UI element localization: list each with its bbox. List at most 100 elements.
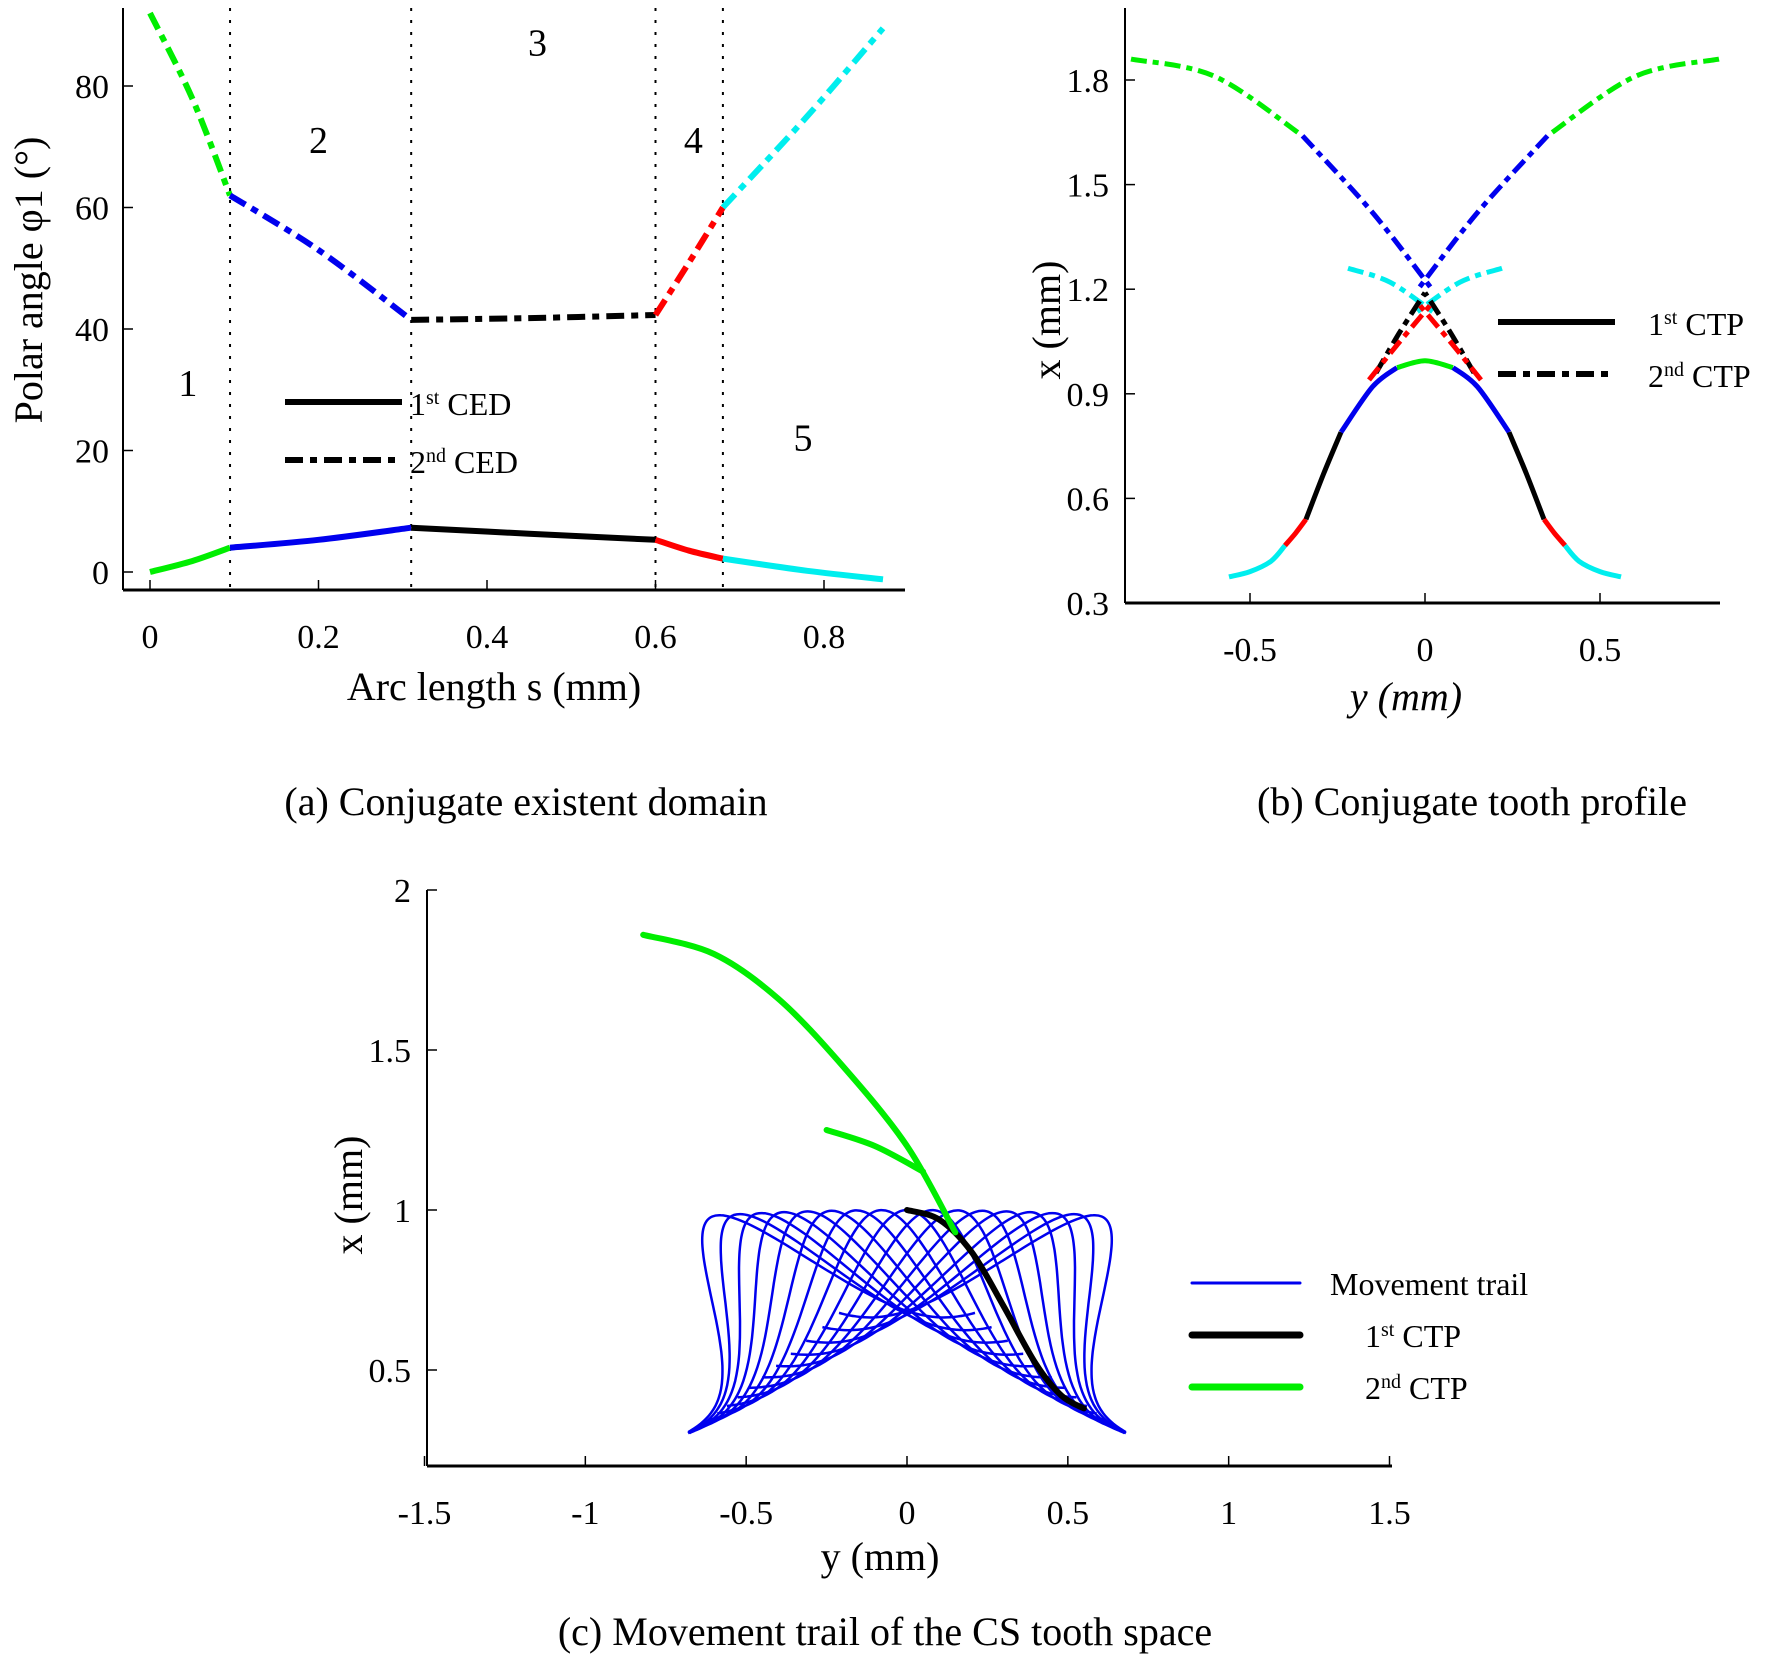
series-line <box>1283 517 1309 548</box>
series-line <box>720 26 886 210</box>
y-tick-label: 1 <box>394 1193 411 1230</box>
series-line <box>1422 291 1477 375</box>
x-tick-label: 0 <box>1417 632 1434 669</box>
trail-line <box>691 1210 1024 1433</box>
chart-movement-trail: -1.5 -1 -0.5 0 0.5 1 1.5 0.5 1 1.5 2 Movement trai… <box>326 873 1528 1654</box>
series-line <box>722 555 884 583</box>
series-line <box>1542 517 1567 548</box>
y-axis-label: Polar angle φ1 (°) <box>6 137 51 424</box>
legend-label: 2nd CTP <box>1365 1370 1468 1406</box>
y-axis-label: x (mm) <box>326 1136 371 1255</box>
y-tick-label: 1.8 <box>1067 63 1110 100</box>
legend: Movement trail 1st CTP 2nd CTP <box>1188 1266 1528 1406</box>
legend: 1st CTP 2nd CTP <box>1498 306 1751 394</box>
series-line <box>1367 301 1434 382</box>
movement-trails <box>687 1208 1127 1435</box>
caption-b: (b) Conjugate tooth profile <box>1257 779 1687 824</box>
legend-label: 1st CTP <box>1365 1318 1461 1354</box>
series-line <box>1303 431 1344 521</box>
trail-line <box>696 1210 1038 1431</box>
trail-line <box>749 1209 1106 1422</box>
x-tick-label: 0.4 <box>466 619 509 656</box>
chart-conjugate-tooth-profile: -0.5 0 0.5 0.3 0.6 0.9 1.2 1.5 1.8 1st CTP 2nd CT… <box>1024 8 1751 824</box>
series-line <box>904 1207 1087 1412</box>
region-label: 5 <box>793 418 812 460</box>
x-tick-label: 1 <box>1220 1495 1237 1532</box>
y-tick-label: 0.9 <box>1067 377 1110 414</box>
legend: 1st CED 2nd CED <box>285 386 518 480</box>
ctp-series <box>640 931 1087 1412</box>
region-labels: 1 2 3 4 5 <box>178 23 812 460</box>
x-tick-label: -1.5 <box>398 1495 452 1532</box>
axis-ticks: -1.5 -1 -0.5 0 0.5 1 1.5 0.5 1 1.5 2 <box>369 873 1411 1532</box>
legend-label: 2nd CED <box>410 444 518 480</box>
y-tick-label: 1.2 <box>1067 272 1110 309</box>
y-tick-label: 0.5 <box>369 1353 412 1390</box>
legend-label: 1st CTP <box>1648 306 1744 342</box>
y-tick-label: 0.6 <box>1067 481 1110 518</box>
series-line <box>1130 56 1304 138</box>
y-tick-label: 1.5 <box>1067 168 1110 205</box>
series-line <box>1228 543 1287 580</box>
y-tick-label: 60 <box>75 191 109 228</box>
caption-c: (c) Movement trail of the CS tooth space <box>558 1609 1212 1654</box>
x-tick-label: 0 <box>899 1495 916 1532</box>
series-line <box>1416 301 1483 382</box>
series-line <box>1413 265 1503 316</box>
series-line <box>229 524 412 551</box>
series-line <box>1300 134 1434 291</box>
series-line <box>823 1127 927 1175</box>
x-axis-label: y (mm) <box>1346 674 1462 719</box>
y-tick-label: 2 <box>394 873 411 910</box>
region-boundaries <box>229 8 724 590</box>
x-tick-label: -0.5 <box>1223 632 1277 669</box>
x-axis-label: Arc length s (mm) <box>347 664 641 709</box>
trail-line <box>717 1208 1077 1415</box>
series-line <box>640 931 959 1236</box>
series-line <box>411 312 656 323</box>
y-tick-label: 40 <box>75 312 109 349</box>
y-tick-label: 0.3 <box>1067 586 1110 623</box>
axis-ticks: 0 0.2 0.4 0.6 0.8 0 20 40 60 80 <box>75 69 845 656</box>
y-tick-label: 0 <box>92 555 109 592</box>
chart-conjugate-existent-domain: 0 0.2 0.4 0.6 0.8 0 20 40 60 80 1 2 3 4 5 1st CED 2nd … <box>6 8 905 824</box>
series-line <box>652 205 726 317</box>
series-line <box>1416 134 1550 291</box>
series-line <box>149 544 231 575</box>
axis-ticks: -0.5 0 0.5 0.3 0.6 0.9 1.2 1.5 1.8 <box>1067 63 1622 669</box>
x-tick-label: 0.2 <box>297 619 340 656</box>
x-tick-label: 0.6 <box>634 619 677 656</box>
series-line <box>228 192 414 323</box>
y-tick-label: 20 <box>75 434 109 471</box>
y-tick-label: 1.5 <box>369 1033 412 1070</box>
region-label: 3 <box>528 23 547 65</box>
series-line <box>1506 431 1547 521</box>
x-axis-label: y (mm) <box>821 1534 940 1579</box>
caption-a: (a) Conjugate existent domain <box>284 779 767 824</box>
series-line <box>1396 358 1454 371</box>
trail-line <box>688 1211 1008 1435</box>
series-line <box>147 11 233 197</box>
region-label: 2 <box>309 120 328 162</box>
x-tick-label: -0.5 <box>719 1495 773 1532</box>
trail-line <box>776 1210 1118 1431</box>
x-tick-label: -1 <box>571 1495 599 1532</box>
x-tick-label: 0 <box>142 619 159 656</box>
ced-series <box>147 11 886 583</box>
x-tick-label: 0.5 <box>1579 632 1622 669</box>
legend-label: 1st CED <box>410 386 511 422</box>
y-tick-label: 80 <box>75 69 109 106</box>
series-line <box>1451 365 1512 434</box>
x-tick-label: 0.8 <box>803 619 846 656</box>
ctp-series <box>1130 56 1720 580</box>
region-label: 1 <box>178 363 197 405</box>
series-line <box>1563 543 1622 580</box>
x-tick-label: 1.5 <box>1368 1495 1411 1532</box>
legend-label: Movement trail <box>1330 1266 1528 1302</box>
series-line <box>654 536 724 562</box>
series-line <box>1373 291 1428 375</box>
x-tick-label: 0.5 <box>1047 1495 1090 1532</box>
y-axis-label: x (mm) <box>1024 261 1069 380</box>
series-line <box>1546 56 1720 138</box>
